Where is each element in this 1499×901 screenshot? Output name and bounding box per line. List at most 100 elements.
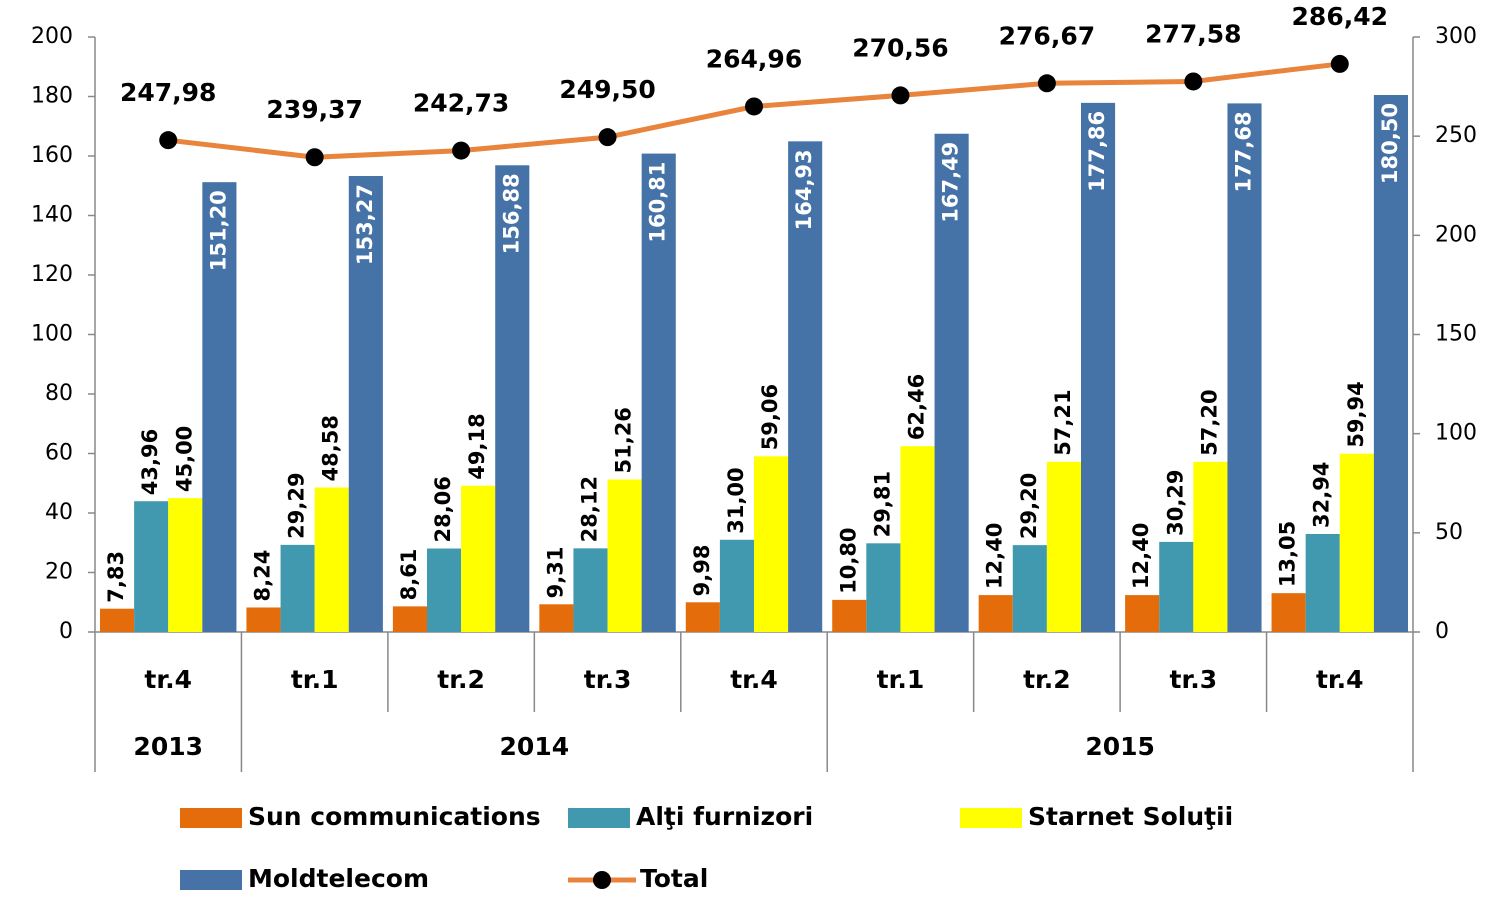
y-tick-label: 20 bbox=[45, 560, 73, 585]
bar bbox=[202, 182, 237, 632]
value-label: 29,81 bbox=[870, 471, 894, 537]
y-tick-label: 80 bbox=[45, 381, 73, 406]
bar bbox=[788, 141, 823, 632]
value-label: 247,98 bbox=[120, 78, 216, 107]
line-marker bbox=[1184, 72, 1203, 91]
value-label: 270,56 bbox=[852, 33, 948, 62]
y2-tick-label: 250 bbox=[1435, 123, 1477, 148]
bar bbox=[392, 606, 427, 632]
value-label: 12,40 bbox=[983, 523, 1007, 589]
x-tick-label: tr.1 bbox=[291, 665, 339, 694]
line-marker bbox=[891, 86, 910, 105]
bar bbox=[1373, 95, 1408, 632]
x-tick-label: tr.4 bbox=[144, 665, 192, 694]
y-tick-label: 140 bbox=[31, 203, 73, 228]
y2-tick-label: 150 bbox=[1435, 322, 1477, 347]
bar bbox=[978, 595, 1013, 632]
value-label: 160,81 bbox=[646, 162, 670, 243]
bar bbox=[1125, 595, 1160, 632]
value-label: 167,49 bbox=[939, 142, 963, 223]
value-label: 264,96 bbox=[706, 44, 802, 73]
bar bbox=[100, 608, 135, 632]
value-label: 57,21 bbox=[1051, 389, 1075, 455]
legend-label: Alţi furnizori bbox=[636, 802, 813, 831]
y2-tick-label: 0 bbox=[1435, 619, 1449, 644]
bar bbox=[495, 165, 530, 633]
value-label: 7,83 bbox=[104, 551, 128, 603]
x-tick-label: tr.4 bbox=[730, 665, 778, 694]
line-marker bbox=[1330, 54, 1349, 73]
bar bbox=[280, 544, 315, 632]
bar bbox=[754, 456, 789, 632]
value-label: 59,94 bbox=[1344, 381, 1368, 447]
value-label: 242,73 bbox=[413, 89, 509, 118]
value-label: 57,20 bbox=[1197, 389, 1221, 455]
legend-label: Starnet Soluţii bbox=[1028, 802, 1233, 831]
value-label: 286,42 bbox=[1292, 2, 1388, 31]
x-tick-label: tr.3 bbox=[584, 665, 632, 694]
value-label: 43,96 bbox=[138, 429, 162, 495]
value-label: 29,29 bbox=[285, 472, 309, 538]
bar bbox=[719, 539, 754, 632]
value-label: 48,58 bbox=[319, 415, 343, 481]
y-tick-label: 180 bbox=[31, 84, 73, 109]
year-label: 2014 bbox=[500, 732, 570, 761]
bar bbox=[900, 446, 935, 632]
bar bbox=[1159, 541, 1194, 632]
y2-tick-label: 300 bbox=[1435, 24, 1477, 49]
line-marker bbox=[305, 148, 324, 167]
bar bbox=[134, 501, 169, 632]
legend-swatch bbox=[180, 808, 242, 828]
bar bbox=[1046, 461, 1081, 632]
bar bbox=[832, 599, 867, 632]
value-label: 177,86 bbox=[1085, 111, 1109, 192]
value-label: 249,50 bbox=[559, 75, 655, 104]
bar bbox=[1339, 453, 1374, 632]
value-label: 30,29 bbox=[1163, 469, 1187, 535]
bar bbox=[539, 604, 574, 632]
year-label: 2013 bbox=[133, 732, 203, 761]
bar bbox=[866, 543, 901, 632]
y-tick-label: 0 bbox=[59, 619, 73, 644]
value-label: 10,80 bbox=[836, 527, 860, 593]
value-label: 151,20 bbox=[206, 190, 230, 271]
x-tick-label: tr.2 bbox=[437, 665, 485, 694]
legend-swatch bbox=[960, 808, 1022, 828]
value-label: 28,06 bbox=[431, 476, 455, 542]
bar bbox=[934, 133, 969, 632]
value-label: 29,20 bbox=[1017, 473, 1041, 539]
y-tick-label: 200 bbox=[31, 24, 73, 49]
bar bbox=[1227, 103, 1262, 633]
line-marker bbox=[159, 131, 178, 150]
value-label: 9,98 bbox=[690, 544, 714, 596]
bar bbox=[461, 485, 496, 632]
bar bbox=[168, 498, 203, 632]
value-label: 31,00 bbox=[724, 467, 748, 533]
value-label: 277,58 bbox=[1145, 19, 1241, 48]
value-label: 180,50 bbox=[1378, 103, 1402, 184]
value-label: 153,27 bbox=[353, 184, 377, 265]
line-marker bbox=[745, 97, 763, 116]
value-label: 51,26 bbox=[612, 407, 636, 473]
bar bbox=[641, 153, 676, 632]
value-label: 276,67 bbox=[999, 21, 1095, 50]
value-label: 13,05 bbox=[1276, 521, 1300, 587]
y-tick-label: 60 bbox=[45, 441, 73, 466]
bar bbox=[348, 176, 383, 633]
bar bbox=[1305, 534, 1340, 632]
legend-swatch bbox=[568, 808, 630, 828]
value-label: 28,12 bbox=[578, 476, 602, 542]
legend-label: Moldtelecom bbox=[248, 864, 429, 893]
y-tick-label: 160 bbox=[31, 143, 73, 168]
y-tick-label: 40 bbox=[45, 500, 73, 525]
value-label: 8,61 bbox=[397, 549, 421, 601]
bar bbox=[1271, 593, 1306, 632]
x-tick-label: tr.2 bbox=[1023, 665, 1071, 694]
year-label: 2015 bbox=[1085, 732, 1155, 761]
y-tick-label: 120 bbox=[31, 262, 73, 287]
value-label: 9,31 bbox=[543, 546, 567, 598]
legend-label: Sun communications bbox=[248, 802, 541, 831]
line-marker bbox=[452, 141, 471, 160]
